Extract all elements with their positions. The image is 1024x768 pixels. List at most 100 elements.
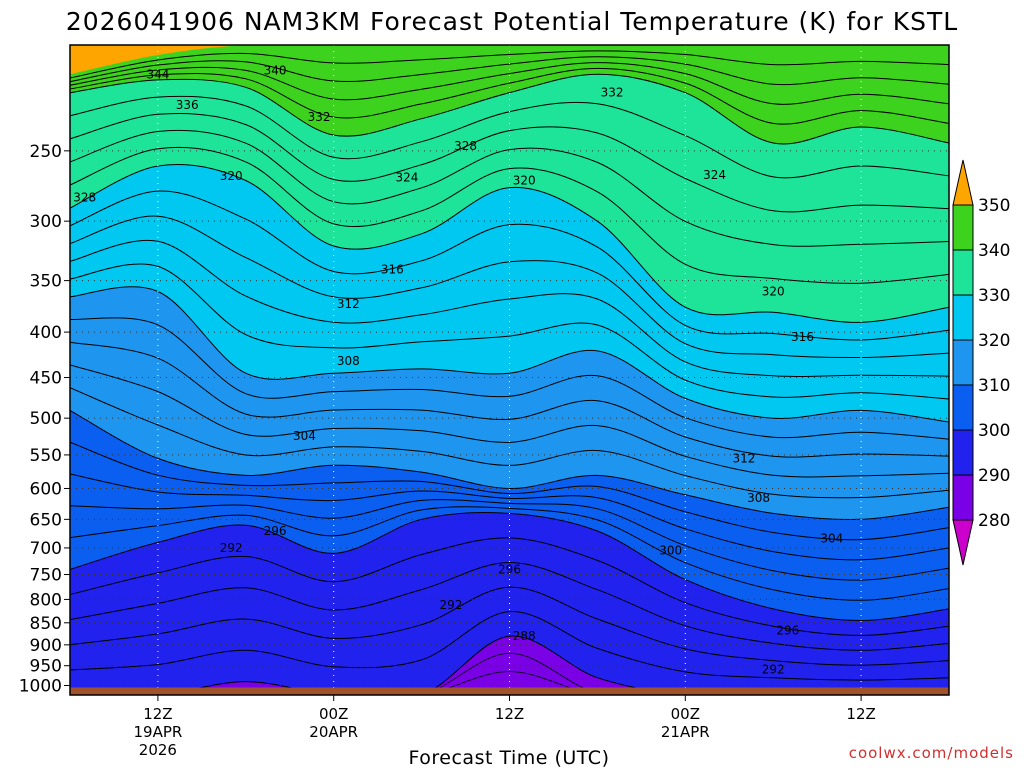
contour-line: [70, 239, 949, 378]
contour-label: 296: [264, 524, 287, 538]
y-tick-label: 750: [30, 566, 62, 586]
contour-line: [70, 56, 949, 86]
contour-label: 296: [498, 562, 521, 576]
x-tick-label: 12Z: [846, 705, 875, 723]
y-tick-label: 650: [30, 510, 62, 530]
colorbar-tick-label: 290: [978, 466, 1010, 486]
contour-label: 324: [703, 168, 726, 182]
contour-label: 304: [820, 531, 843, 545]
contour-label: 332: [601, 86, 624, 100]
contour-line: [70, 67, 949, 125]
x-tick-label: 00Z: [319, 705, 348, 723]
contour-line: [70, 499, 949, 581]
colorbar-tick-label: 300: [978, 421, 1010, 441]
band-290: [70, 636, 949, 695]
y-tick-label: 300: [30, 212, 62, 232]
contour-label: 320: [762, 284, 785, 298]
contour-line: [70, 163, 949, 323]
y-tick-label: 950: [30, 657, 62, 677]
contour-label: 292: [439, 598, 462, 612]
contour-label: 292: [762, 663, 785, 677]
y-tick-label: 1000: [19, 676, 62, 696]
contour-line: [70, 317, 949, 440]
contour-label: 304: [293, 429, 316, 443]
contour-line: [70, 473, 949, 561]
colorbar-segment: [952, 384, 974, 431]
contour-line: [70, 409, 949, 521]
colorbar-tick-label: 310: [978, 376, 1010, 396]
contour-label: 292: [220, 541, 243, 555]
y-tick-label: 450: [30, 369, 62, 389]
colorbar: 280 290 300 310 320 330 340 350: [952, 159, 1010, 566]
chart-title: 2026041906 NAM3KM Forecast Potential Tem…: [66, 7, 958, 36]
colorbar-tick-label: 330: [978, 286, 1010, 306]
contour-label: 300: [659, 544, 682, 558]
y-axis: 2503003504004505005506006507007508008509…: [19, 142, 70, 696]
contour-label: 320: [220, 169, 243, 183]
contour-line: [70, 441, 949, 541]
y-tick-label: 600: [30, 479, 62, 499]
contour-line: [70, 635, 949, 695]
y-tick-label: 800: [30, 590, 62, 610]
colorbar-segment: [952, 204, 974, 251]
contour-label: 340: [264, 64, 287, 78]
y-tick-label: 400: [30, 323, 62, 343]
contour-label: 328: [454, 139, 477, 153]
plot-area: 344 340 336 332 332 328 328 324 324 320 320 320 316 3…: [69, 44, 950, 696]
colorbar-under: [952, 519, 974, 566]
contour-label: 308: [747, 491, 770, 505]
colorbar-tick-label: 280: [978, 511, 1010, 531]
contour-line: [70, 62, 949, 105]
y-tick-label: 700: [30, 539, 62, 559]
contour-label: 312: [732, 451, 755, 465]
x-axis-label: Forecast Time (UTC): [409, 747, 610, 768]
y-tick-label: 900: [30, 636, 62, 656]
x-tick-label: 21APR: [661, 723, 710, 741]
contour-line: [70, 341, 949, 458]
x-tick-label: 20APR: [309, 723, 358, 741]
colorbar-segment: [952, 249, 974, 296]
contour-line: [70, 73, 949, 145]
contour-label: 316: [381, 262, 404, 276]
contour-line: [70, 190, 949, 341]
contour-label: 316: [791, 330, 814, 344]
contour-label: 296: [776, 623, 799, 637]
contour-label: 288: [513, 629, 536, 643]
contour-label: 344: [146, 67, 169, 81]
colorbar-tick-label: 340: [978, 241, 1010, 261]
colorbar-over: [952, 159, 974, 206]
contour-line: [70, 506, 949, 601]
contour-label: 336: [176, 98, 199, 112]
contour-line: [70, 112, 949, 213]
contour-line: [70, 286, 949, 423]
y-tick-label: 550: [30, 446, 62, 466]
x-tick-label: 00Z: [671, 705, 700, 723]
y-tick-label: 250: [30, 142, 62, 162]
colorbar-segment: [952, 474, 974, 521]
contour-label: 328: [73, 190, 96, 204]
contour-label: 320: [513, 174, 536, 188]
colorbar-segment: [952, 294, 974, 341]
colorbar-segment: [952, 429, 974, 476]
contour-line: [70, 129, 949, 247]
contour-line: [70, 586, 949, 666]
contour-label: 324: [395, 171, 418, 185]
colorbar-segment: [952, 339, 974, 386]
contour-line: [70, 561, 949, 651]
contour-line: [70, 263, 949, 400]
contour-label: 308: [337, 354, 360, 368]
colorbar-tick-label: 320: [978, 331, 1010, 351]
contour-line: [70, 364, 949, 478]
plot-fill: 344 340 336 332 332 328 328 324 324 320 320 320 316 3…: [70, 45, 949, 695]
x-tick-label: 19APR: [133, 723, 182, 741]
credit-text: coolwx.com/models: [849, 744, 1014, 762]
contour-line: [70, 611, 949, 681]
x-tick-label: 12Z: [495, 705, 524, 723]
contour-label: 332: [308, 110, 331, 124]
contour-line: [70, 50, 949, 79]
y-tick-label: 350: [30, 272, 62, 292]
contour-line: [70, 146, 949, 284]
y-tick-label: 500: [30, 409, 62, 429]
